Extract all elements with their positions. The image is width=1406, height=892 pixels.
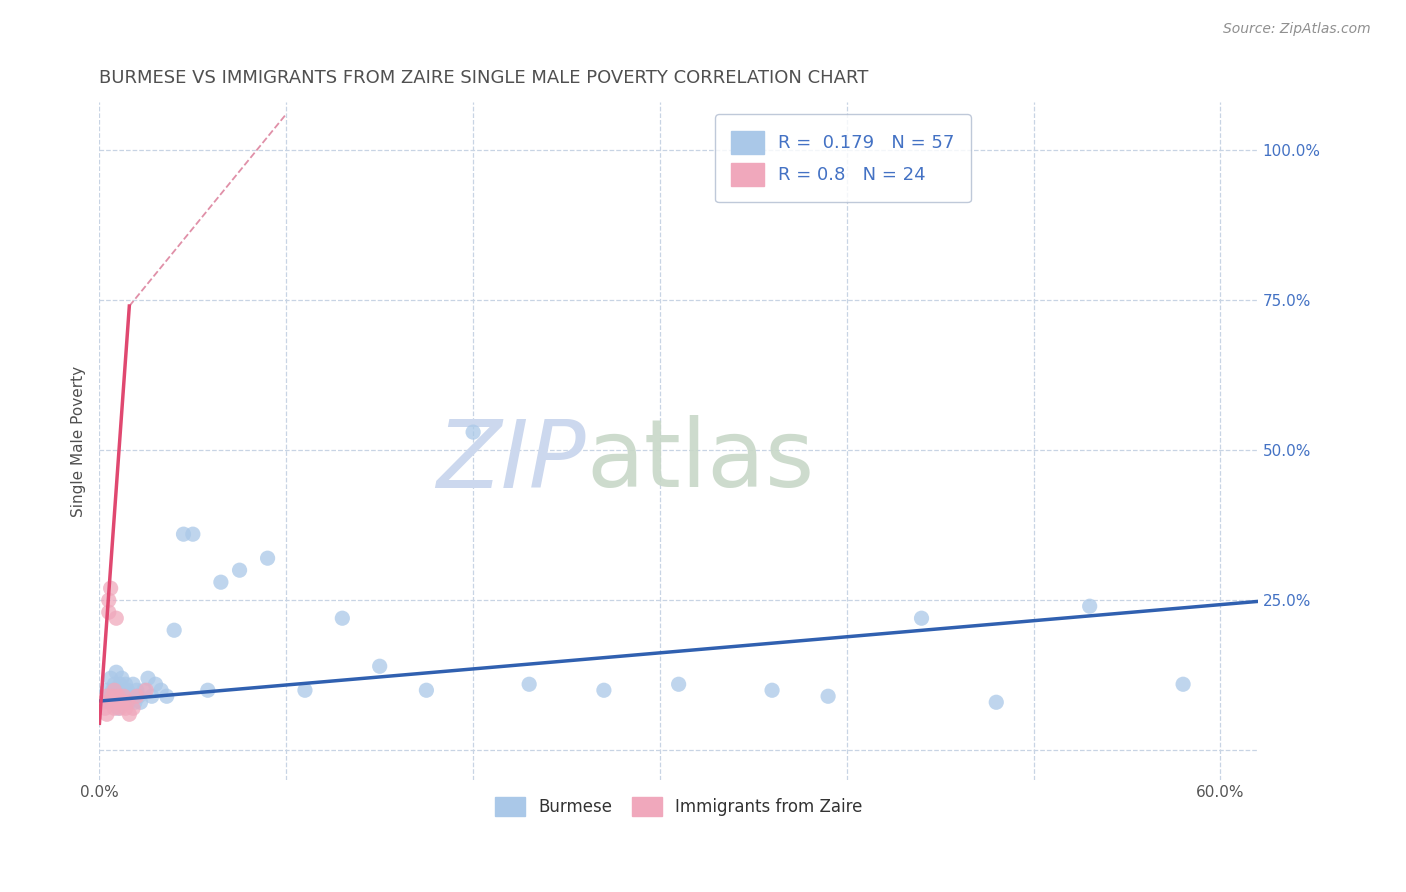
Point — [100, 671, 122, 685]
Point — [101, 690, 124, 704]
Point — [135, 683, 157, 698]
Point — [94, 701, 117, 715]
Point — [368, 659, 391, 673]
Point — [97, 605, 120, 619]
Point — [134, 683, 156, 698]
Point — [114, 701, 136, 715]
Text: atlas: atlas — [586, 416, 814, 508]
Point — [1078, 599, 1101, 614]
Point — [112, 683, 135, 698]
Point — [108, 690, 131, 704]
Point — [101, 683, 124, 698]
Point — [668, 677, 690, 691]
Point — [100, 690, 122, 704]
Point — [117, 683, 139, 698]
Point — [101, 695, 124, 709]
Point — [118, 707, 141, 722]
Point — [986, 695, 1008, 709]
Point — [124, 695, 146, 709]
Point — [761, 683, 783, 698]
Point — [125, 683, 148, 698]
Text: Source: ZipAtlas.com: Source: ZipAtlas.com — [1223, 22, 1371, 37]
Point — [105, 665, 128, 680]
Point — [103, 690, 125, 704]
Point — [97, 695, 120, 709]
Point — [145, 677, 167, 691]
Point — [150, 683, 173, 698]
Point — [96, 690, 118, 704]
Point — [112, 690, 135, 704]
Point — [107, 690, 129, 704]
Point — [141, 690, 163, 704]
Point — [117, 695, 139, 709]
Point — [105, 683, 128, 698]
Point — [415, 683, 437, 698]
Point — [100, 581, 122, 595]
Legend: Burmese, Immigrants from Zaire: Burmese, Immigrants from Zaire — [488, 790, 869, 822]
Point — [163, 624, 186, 638]
Point — [91, 695, 114, 709]
Text: ZIP: ZIP — [436, 416, 586, 507]
Point — [111, 695, 134, 709]
Point — [228, 563, 250, 577]
Point — [256, 551, 278, 566]
Text: BURMESE VS IMMIGRANTS FROM ZAIRE SINGLE MALE POVERTY CORRELATION CHART: BURMESE VS IMMIGRANTS FROM ZAIRE SINGLE … — [100, 69, 869, 87]
Point — [112, 690, 135, 704]
Point — [107, 695, 129, 709]
Point — [96, 683, 118, 698]
Point — [461, 425, 484, 439]
Point — [122, 701, 145, 715]
Point — [107, 695, 129, 709]
Point — [97, 593, 120, 607]
Point — [1171, 677, 1194, 691]
Y-axis label: Single Male Poverty: Single Male Poverty — [72, 366, 86, 516]
Point — [96, 707, 118, 722]
Point — [156, 690, 179, 704]
Point — [817, 690, 839, 704]
Point — [517, 677, 540, 691]
Point — [101, 695, 124, 709]
Point — [197, 683, 219, 698]
Point — [910, 611, 932, 625]
Point — [111, 671, 134, 685]
Point — [136, 671, 159, 685]
Point — [593, 683, 616, 698]
Point — [103, 701, 125, 715]
Point — [330, 611, 353, 625]
Point — [114, 677, 136, 691]
Point — [181, 527, 204, 541]
Point — [108, 677, 131, 691]
Point — [114, 695, 136, 709]
Point — [103, 677, 125, 691]
Point — [105, 611, 128, 625]
Point — [128, 690, 150, 704]
Point — [107, 683, 129, 698]
Point — [294, 683, 316, 698]
Point — [125, 690, 148, 704]
Point — [103, 683, 125, 698]
Point — [122, 677, 145, 691]
Point — [108, 695, 131, 709]
Point — [111, 695, 134, 709]
Point — [118, 695, 141, 709]
Point — [117, 690, 139, 704]
Point — [108, 701, 131, 715]
Point — [173, 527, 195, 541]
Point — [129, 695, 152, 709]
Point — [107, 701, 129, 715]
Point — [120, 690, 142, 704]
Point — [209, 575, 232, 590]
